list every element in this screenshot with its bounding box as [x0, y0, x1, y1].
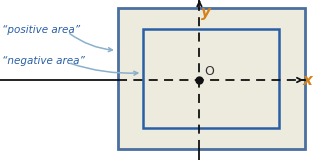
- Bar: [143, 29, 279, 128]
- Text: y: y: [201, 5, 211, 20]
- Text: x: x: [303, 73, 312, 88]
- Text: “positive area”: “positive area”: [2, 25, 80, 35]
- Text: “negative area”: “negative area”: [2, 56, 84, 66]
- Bar: [118, 8, 305, 149]
- Text: O: O: [205, 65, 214, 78]
